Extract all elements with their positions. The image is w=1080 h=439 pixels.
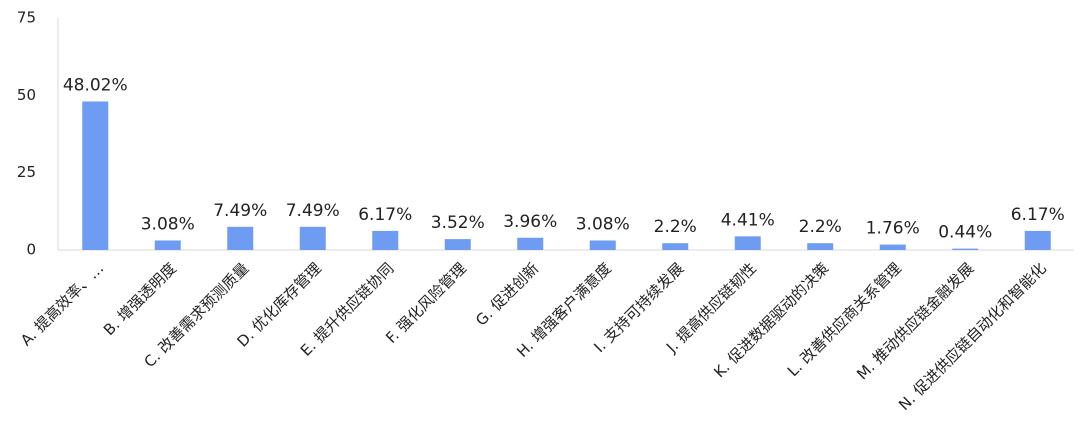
value-label: 4.41% — [721, 210, 775, 230]
value-label: 2.2% — [799, 217, 842, 237]
bar — [1024, 230, 1051, 250]
value-label: 2.2% — [654, 217, 697, 237]
value-label: 1.76% — [866, 219, 920, 239]
value-label: 3.52% — [431, 213, 485, 233]
bar — [517, 237, 544, 250]
x-tick-label: G. 促进创新 — [472, 259, 542, 329]
bar — [952, 248, 979, 250]
bar — [589, 240, 616, 250]
value-label: 3.08% — [576, 214, 630, 234]
y-tick-label: 25 — [17, 163, 36, 181]
value-label: 0.44% — [938, 223, 992, 243]
bar — [82, 101, 109, 250]
bar — [879, 244, 906, 250]
value-label: 6.17% — [358, 205, 412, 225]
y-tick-label: 0 — [26, 241, 36, 259]
bar — [734, 236, 761, 250]
y-tick-label: 75 — [17, 9, 36, 27]
bar — [372, 230, 399, 250]
value-label: 7.49% — [213, 201, 267, 221]
value-label: 3.96% — [503, 212, 557, 232]
x-tick-label: M. 推动供应链金融发展 — [853, 259, 977, 383]
bar — [154, 240, 181, 250]
value-label: 6.17% — [1011, 205, 1065, 225]
value-label: 7.49% — [286, 201, 340, 221]
x-tick-label: A. 提高效率、… — [17, 259, 107, 349]
y-tick-label: 50 — [17, 86, 36, 104]
bar — [662, 243, 689, 250]
bar — [807, 243, 834, 250]
x-tick-label: N. 促进供应链自动化和智能化 — [895, 259, 1050, 414]
bar — [299, 226, 326, 250]
bar — [227, 226, 254, 250]
value-label: 3.08% — [141, 214, 195, 234]
x-tick-label: B. 增强透明度 — [100, 259, 180, 339]
bar — [444, 239, 471, 250]
value-label: 48.02% — [63, 75, 128, 95]
